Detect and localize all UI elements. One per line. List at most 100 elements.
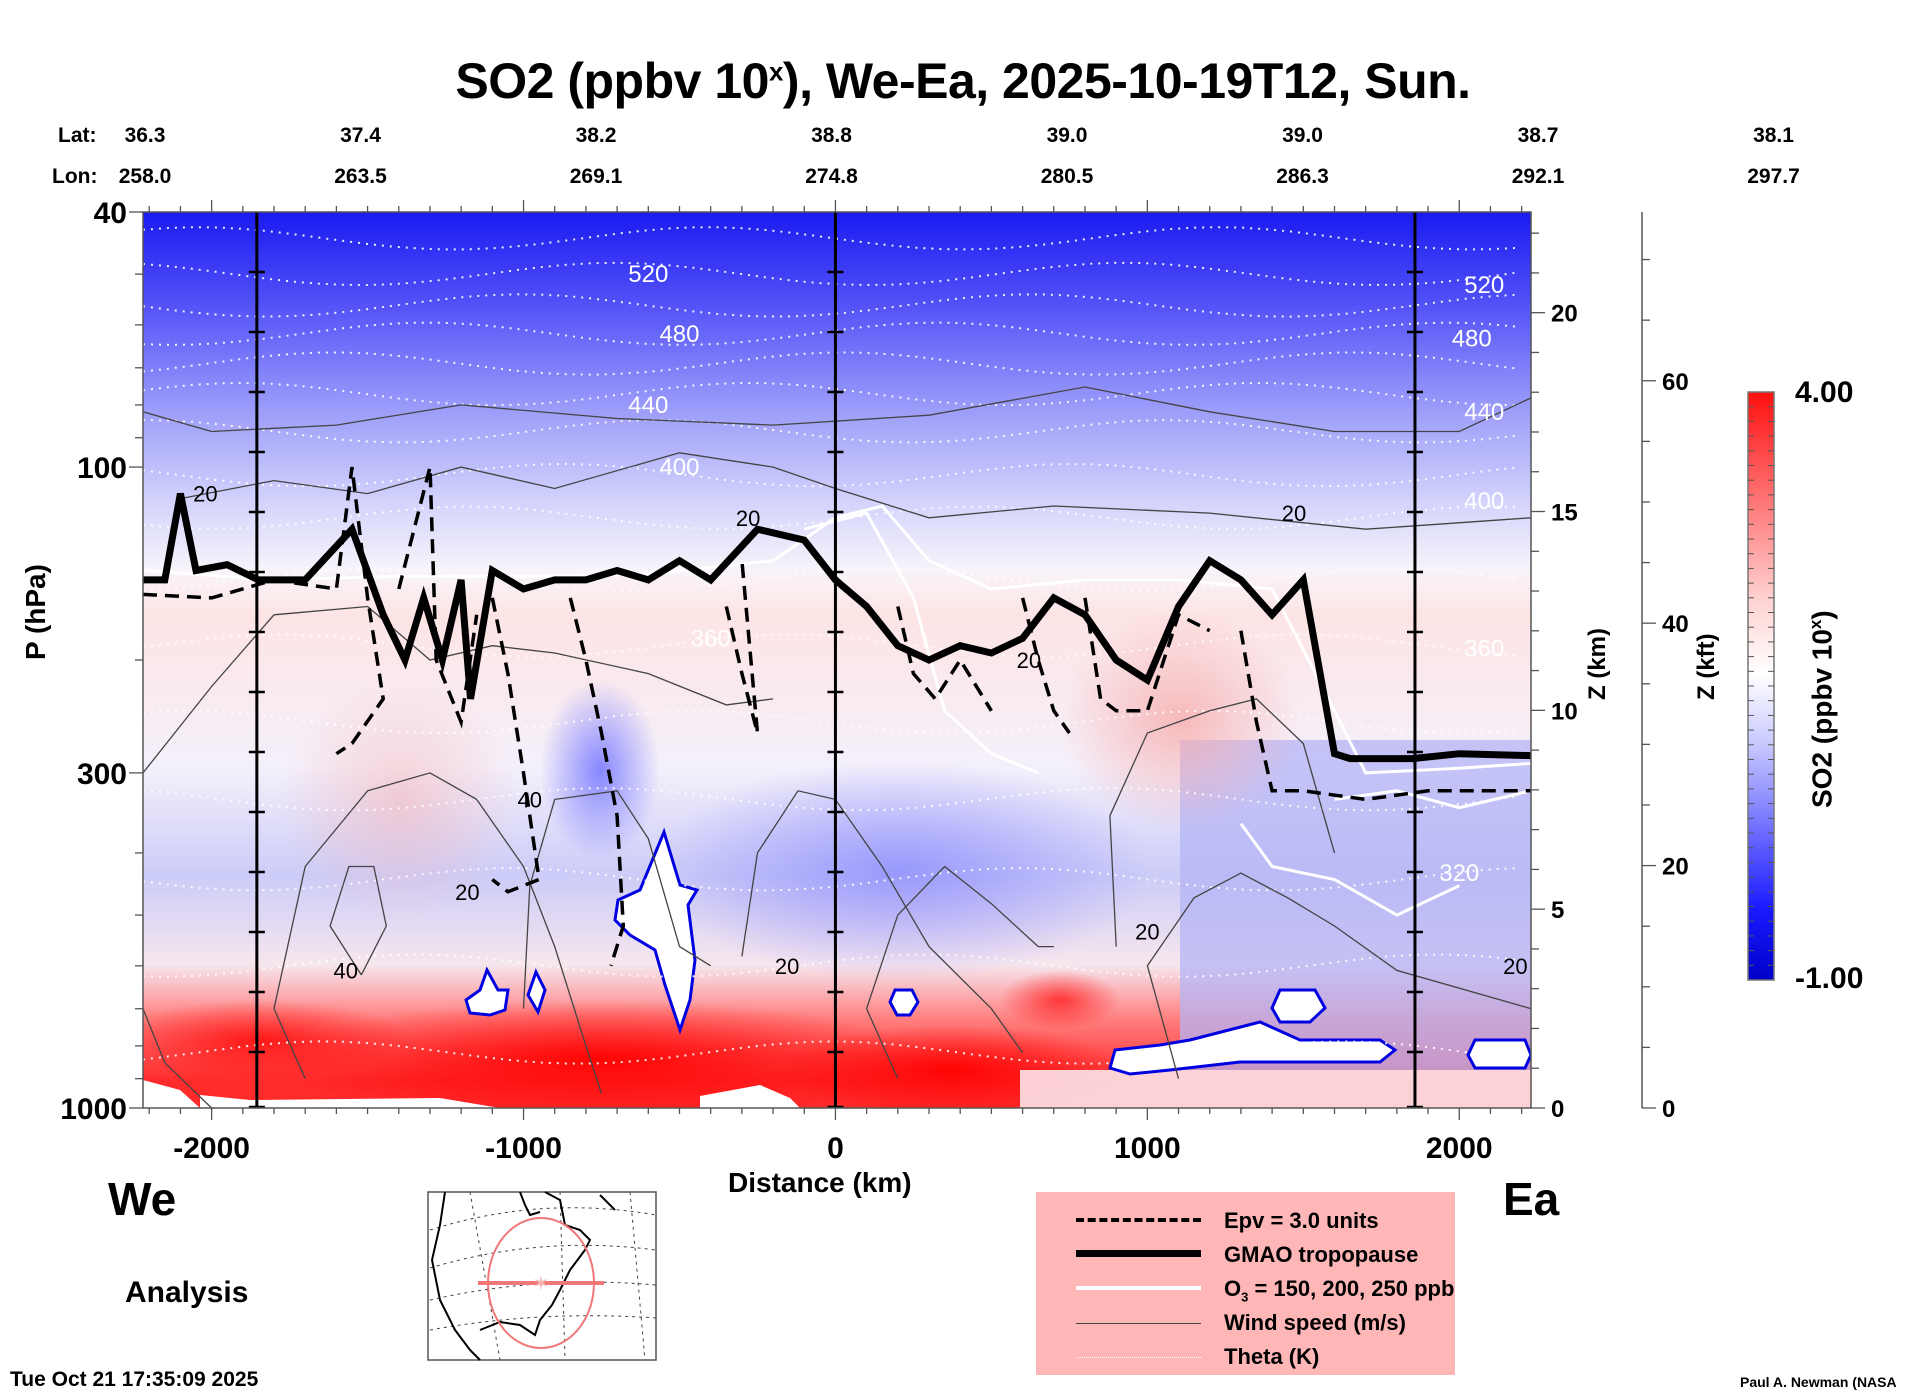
ozone-contours bbox=[143, 504, 1531, 917]
y-tick-label: 300 bbox=[77, 758, 127, 791]
colorbar-max-label: 4.00 bbox=[1795, 376, 1854, 409]
epv-contour bbox=[568, 597, 626, 967]
theta-label: 440 bbox=[1464, 399, 1504, 426]
theta-contour-line bbox=[143, 1040, 1516, 1065]
zkft-tick-label: 60 bbox=[1662, 369, 1689, 396]
legend-item-theta: Theta (K) bbox=[1036, 1342, 1455, 1374]
chart-title: SO2 (ppbv 10x), We-Ea, 2025-10-19T12, Su… bbox=[455, 53, 1471, 109]
x-tick-label: -1000 bbox=[485, 1132, 562, 1165]
so2-region-red-west bbox=[143, 1000, 410, 1080]
ozone-contour bbox=[1334, 789, 1531, 810]
zkft-tick-label: 0 bbox=[1662, 1096, 1675, 1123]
y-tick-label: 100 bbox=[77, 452, 127, 485]
coastline-icon bbox=[430, 1191, 616, 1361]
lon-label: Lon: bbox=[52, 165, 98, 188]
so2-region-red-surface bbox=[270, 1000, 930, 1108]
wind-speed-label: 20 bbox=[775, 954, 799, 979]
east-label: Ea bbox=[1503, 1173, 1560, 1225]
lat-value: 38.1 bbox=[1753, 124, 1794, 147]
ozone-contour bbox=[803, 511, 1039, 775]
theta-contour-line bbox=[143, 293, 1516, 318]
author-credit: Paul A. Newman (NASA bbox=[1740, 1374, 1897, 1390]
lat-value: 38.7 bbox=[1517, 124, 1559, 147]
theta-contour-line bbox=[143, 261, 1516, 287]
tropopause-path bbox=[143, 492, 1531, 763]
wind-speed-label: 20 bbox=[1503, 954, 1527, 979]
wind-speed-label: 20 bbox=[1135, 919, 1159, 944]
colorbar-label: SO2 (ppbv 10x) bbox=[1806, 610, 1838, 808]
x-tick-label: 0 bbox=[827, 1132, 844, 1165]
legend: Epv = 3.0 units GMAO tropopause O3 = 150… bbox=[1036, 1192, 1455, 1375]
so2-region-red-plume bbox=[1000, 970, 1120, 1030]
theta-label: 440 bbox=[628, 392, 668, 419]
wind-speed-contour bbox=[180, 452, 1531, 530]
theta-contour-line bbox=[143, 709, 1516, 735]
wind-speed-label: 40 bbox=[518, 787, 542, 812]
lat-label: Lat: bbox=[58, 124, 97, 147]
epv-contour bbox=[1239, 630, 1531, 802]
axes: -2000 -1000 0 1000 2000 40 100 300 1000 0 5 10 15 20 0… bbox=[60, 197, 1688, 1165]
epv-contour bbox=[490, 597, 542, 894]
wind-speed-contour bbox=[273, 772, 603, 1094]
theta-contour-line bbox=[143, 867, 1516, 892]
wind-speed-contour bbox=[143, 605, 774, 774]
ozone-contour bbox=[143, 504, 1531, 775]
missing-data-patch bbox=[1108, 1020, 1398, 1076]
zkm-tick-label: 15 bbox=[1551, 500, 1578, 527]
theta-label: 520 bbox=[1464, 272, 1504, 299]
epv-contour bbox=[143, 466, 386, 756]
lat-value: 38.2 bbox=[575, 124, 617, 147]
lon-value: 263.5 bbox=[334, 165, 387, 188]
zkft-tick-label: 20 bbox=[1662, 854, 1689, 881]
missing-data-patch bbox=[1270, 988, 1327, 1024]
theta-label: 520 bbox=[628, 261, 668, 288]
lat-value: 38.8 bbox=[811, 124, 852, 147]
epv-contour bbox=[1083, 597, 1211, 713]
z-km-axis-title: Z (km) bbox=[1584, 628, 1611, 700]
so2-region-blue-mid bbox=[650, 760, 1150, 980]
wind-speed-contour bbox=[329, 865, 387, 976]
lat-value: 39.0 bbox=[1046, 124, 1088, 147]
y-tick-label: 1000 bbox=[60, 1093, 127, 1126]
wind-speed-contour bbox=[865, 865, 1054, 1079]
lon-value: 269.1 bbox=[569, 165, 623, 188]
x-tick-label: 1000 bbox=[1114, 1132, 1181, 1165]
theta-contour-line bbox=[143, 226, 1516, 251]
wind-speed-contour bbox=[741, 790, 1024, 1054]
wind-speed-label: 20 bbox=[193, 482, 217, 507]
y-tick-label: 40 bbox=[94, 197, 127, 230]
theta-label: 360 bbox=[1464, 636, 1504, 663]
colorbar-min-label: -1.00 bbox=[1795, 962, 1864, 995]
so2-region-blue bbox=[540, 680, 660, 860]
inset-map: ✶ bbox=[427, 1191, 657, 1361]
wind-speed-contour bbox=[1146, 872, 1531, 1079]
wind-speed-label: 20 bbox=[1017, 648, 1041, 673]
missing-data-patch bbox=[464, 966, 510, 1017]
lon-value: 292.1 bbox=[1511, 165, 1565, 188]
theta-label: 400 bbox=[1464, 488, 1504, 515]
lat-value: 37.4 bbox=[340, 124, 381, 147]
missing-data-patch bbox=[200, 1095, 500, 1108]
so2-region-pink bbox=[1060, 610, 1300, 830]
ozone-contour bbox=[1239, 822, 1460, 917]
missing-data-patch bbox=[143, 1080, 200, 1108]
lat-value: 39.0 bbox=[1282, 124, 1323, 147]
theta-contour-line bbox=[143, 633, 1516, 658]
wind-speed-label: 20 bbox=[1282, 501, 1306, 526]
theta-label: 480 bbox=[1452, 325, 1492, 352]
legend-item-wind: Wind speed (m/s) bbox=[1036, 1308, 1455, 1340]
theta-contour-line bbox=[143, 786, 1516, 812]
missing-data-patch bbox=[700, 1085, 800, 1108]
theta-contour-line bbox=[143, 953, 1516, 978]
theta-label: 360 bbox=[691, 625, 731, 652]
white-line-icon bbox=[1076, 1286, 1201, 1290]
zkft-tick-label: 40 bbox=[1662, 611, 1689, 638]
so2-field bbox=[143, 212, 1531, 1108]
epv-contour bbox=[724, 560, 760, 734]
x-tick-label: 2000 bbox=[1426, 1132, 1493, 1165]
z-kft-axis-title: Z (kft) bbox=[1693, 633, 1720, 700]
so2-region-pink-west bbox=[280, 680, 520, 920]
lat-value: 36.3 bbox=[124, 124, 166, 147]
reference-vertical-lines bbox=[248, 212, 1423, 1109]
